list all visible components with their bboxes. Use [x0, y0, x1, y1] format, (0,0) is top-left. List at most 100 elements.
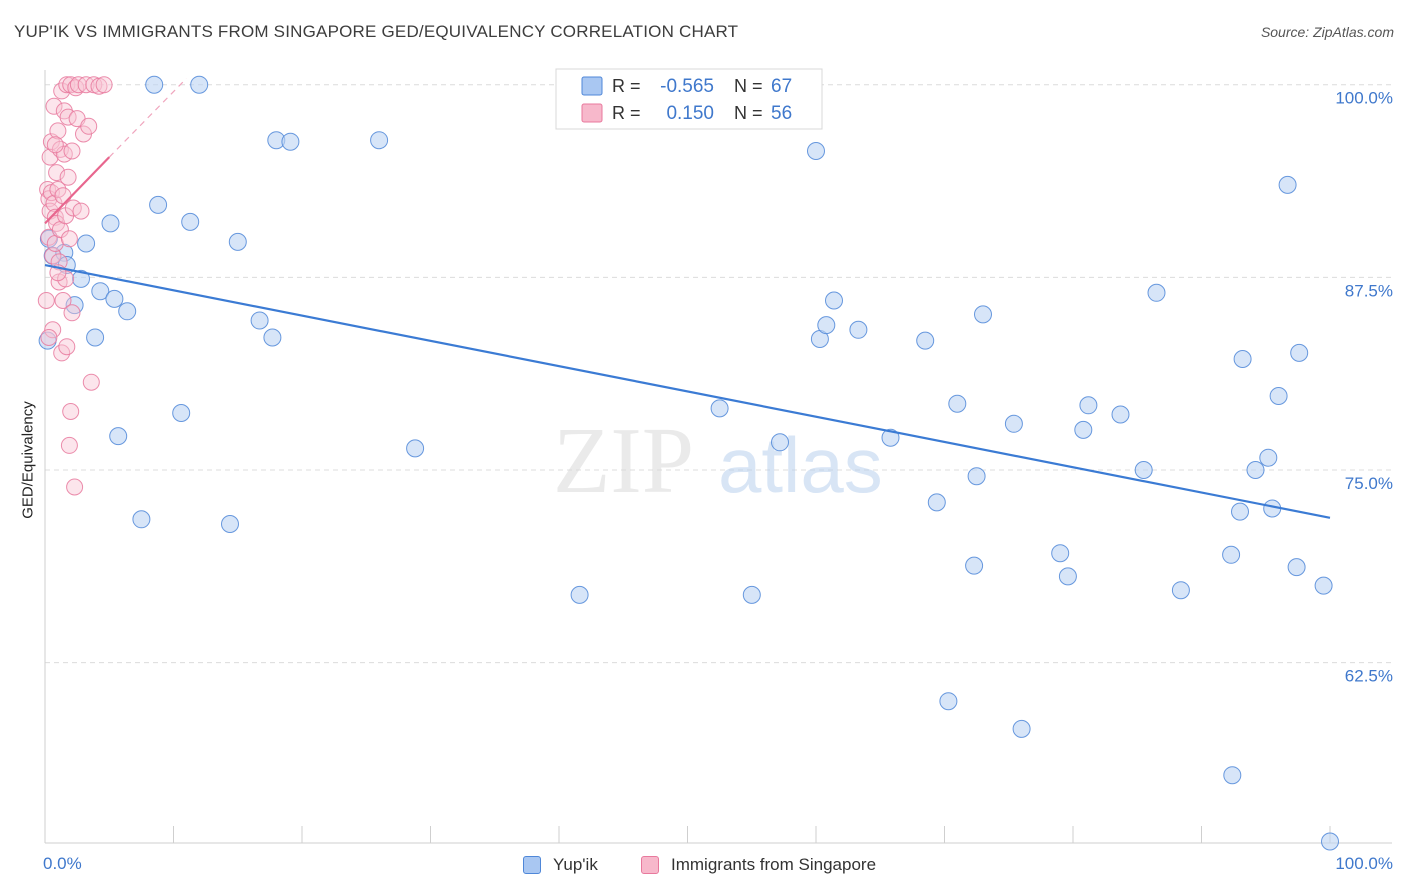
yupik-point-43 — [967, 467, 986, 486]
yupik-point-48 — [1058, 567, 1077, 586]
yupik-point-34 — [817, 316, 836, 335]
singapore-point-0 — [37, 292, 55, 309]
watermark-zip: ZIP — [553, 409, 694, 513]
yupik-point-36 — [849, 320, 868, 339]
singapore-point-42 — [67, 79, 85, 97]
yupik-point-49 — [1074, 420, 1093, 439]
singapore-point-34 — [60, 230, 78, 248]
yupik-point-13 — [118, 302, 137, 321]
tick-labels: 100.0% 87.5% 75.0% 62.5% 0.0% 100.0% — [43, 89, 1393, 873]
yupik-point-9 — [91, 282, 110, 301]
yupik-point-28 — [570, 585, 589, 604]
legend-item-singapore[interactable]: Immigrants from Singapore — [641, 852, 876, 878]
yupik-point-26 — [370, 131, 389, 150]
stats-legend: R = -0.565 N = 67 R = 0.150 N = 56 — [555, 68, 823, 130]
singapore-point-52 — [95, 76, 113, 94]
yupik-point-11 — [105, 289, 124, 308]
yupik-point-29 — [710, 399, 729, 418]
source-label: Source: ZipAtlas.com — [1260, 24, 1394, 40]
y-tick-label-0: 100.0% — [1335, 89, 1393, 108]
stats-r-label-yupik: R = — [612, 76, 641, 96]
yupik-point-38 — [916, 331, 935, 350]
watermark: ZIP atlas — [553, 409, 883, 513]
yupik-point-44 — [974, 305, 992, 324]
chart-title: YUP'IK VS IMMIGRANTS FROM SINGAPORE GED/… — [14, 22, 739, 41]
yupik-point-53 — [1147, 283, 1166, 302]
x-tick-label-end: 100.0% — [1335, 854, 1393, 873]
singapore-point-32 — [59, 108, 77, 126]
yupik-point-31 — [771, 433, 789, 452]
yupik-point-19 — [190, 75, 209, 94]
singapore-trend-line — [44, 156, 111, 225]
yupik-point-8 — [86, 328, 105, 347]
singapore-point-39 — [63, 304, 81, 322]
x-tick-label-start: 0.0% — [43, 854, 82, 873]
stats-swatch-singapore — [581, 103, 603, 123]
stats-r-value-yupik: -0.565 — [660, 76, 714, 97]
yupik-point-6 — [72, 269, 90, 288]
series-legend: Yup'ik Immigrants from Singapore — [0, 852, 1406, 878]
yupik-point-65 — [1290, 343, 1309, 362]
yupik-point-60 — [1259, 448, 1278, 467]
y-axis-label: GED/Equivalency — [19, 401, 37, 519]
stats-n-label-yupik: N = — [734, 76, 763, 96]
yupik-point-52 — [1134, 461, 1153, 479]
yupik-trend-line — [44, 263, 1331, 519]
series-singapore-points — [37, 76, 113, 496]
yupik-point-21 — [221, 515, 239, 533]
yupik-point-46 — [1012, 719, 1031, 738]
singapore-point-55 — [46, 136, 64, 154]
singapore-point-33 — [59, 168, 77, 186]
singapore-point-41 — [66, 478, 84, 496]
yupik-point-42 — [965, 556, 984, 575]
yupik-point-18 — [181, 212, 200, 231]
yupik-point-14 — [132, 510, 151, 529]
singapore-trend-extension — [108, 78, 187, 158]
singapore-point-38 — [63, 142, 81, 160]
yupik-point-39 — [927, 493, 946, 512]
yupik-point-7 — [77, 234, 96, 253]
y-tick-label-3: 62.5% — [1345, 667, 1393, 686]
singapore-point-53 — [40, 329, 58, 346]
yupik-point-16 — [149, 195, 168, 214]
yupik-point-50 — [1079, 396, 1098, 415]
yupik-point-58 — [1233, 350, 1252, 368]
yupik-point-17 — [172, 404, 191, 422]
singapore-point-49 — [82, 373, 100, 391]
yupik-point-20 — [228, 232, 247, 251]
yupik-point-41 — [948, 394, 967, 413]
singapore-point-31 — [58, 338, 76, 356]
yupik-point-35 — [825, 291, 843, 310]
watermark-atlas: atlas — [718, 421, 883, 509]
singapore-point-25 — [54, 292, 72, 309]
stats-r-value-singapore: 0.150 — [666, 103, 714, 124]
legend-item-yupik[interactable]: Yup'ik — [523, 852, 598, 878]
y-tick-label-2: 75.0% — [1345, 474, 1393, 493]
stats-n-label-singapore: N = — [734, 103, 763, 123]
stats-n-value-yupik: 67 — [771, 76, 792, 97]
singapore-point-37 — [62, 403, 80, 420]
axes — [44, 70, 1392, 844]
yupik-point-10 — [101, 214, 120, 233]
stats-r-label-singapore: R = — [612, 103, 641, 123]
yupik-point-22 — [250, 311, 269, 330]
yupik-point-57 — [1231, 502, 1249, 521]
yupik-point-30 — [742, 585, 761, 604]
singapore-point-35 — [60, 436, 78, 454]
yupik-point-27 — [406, 439, 425, 458]
singapore-point-9 — [44, 321, 62, 339]
y-tick-label-1: 87.5% — [1345, 281, 1393, 300]
legend-label-yupik: Yup'ik — [553, 855, 598, 874]
yupik-point-32 — [807, 142, 825, 160]
yupik-point-47 — [1051, 544, 1070, 563]
grid-lines — [45, 84, 1392, 664]
yupik-point-12 — [109, 427, 128, 446]
legend-swatch-singapore — [641, 856, 659, 874]
singapore-point-16 — [49, 122, 67, 140]
yupik-point-66 — [1314, 576, 1333, 595]
legend-label-singapore: Immigrants from Singapore — [671, 855, 877, 874]
series-yupik-points — [38, 75, 1339, 851]
yupik-point-37 — [881, 428, 900, 447]
yupik-point-45 — [1004, 414, 1023, 433]
